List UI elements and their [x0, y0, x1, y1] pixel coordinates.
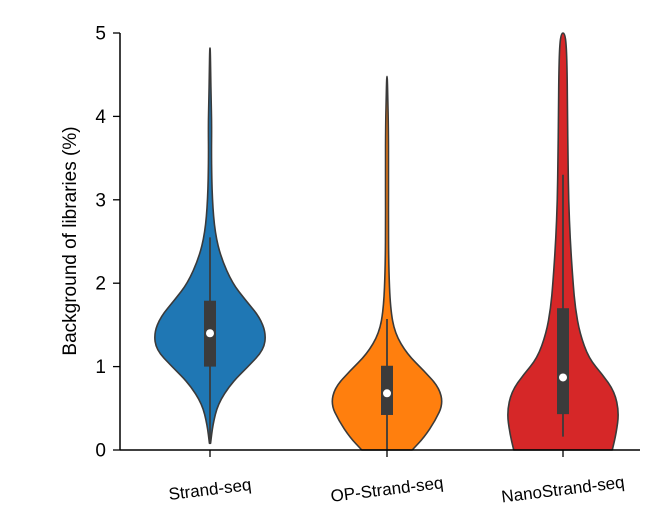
y-ticks: 0 1 2 3 4 5: [95, 24, 120, 462]
median-dot: [559, 373, 567, 382]
violin-op-strand-seq: [331, 75, 443, 451]
x-tick-label: Strand-seq: [168, 475, 253, 504]
y-tick-label: 4: [95, 107, 106, 128]
y-tick-label: 3: [95, 190, 106, 211]
x-tick-label: NanoStrand-seq: [500, 473, 625, 507]
median-dot: [383, 389, 391, 398]
y-tick-label: 0: [95, 441, 106, 462]
iqr-box: [557, 308, 569, 415]
y-tick-label: 5: [95, 24, 106, 45]
y-axis-label: Background of libraries (%): [60, 126, 81, 355]
x-tick-label: OP-Strand-seq: [330, 473, 445, 506]
x-ticks: Strand-seq OP-Strand-seq NanoStrand-seq: [168, 450, 626, 506]
median-dot: [206, 329, 214, 338]
boxes-layer: [204, 174, 569, 450]
y-tick-label: 1: [95, 357, 106, 378]
y-tick-label: 2: [95, 274, 106, 295]
